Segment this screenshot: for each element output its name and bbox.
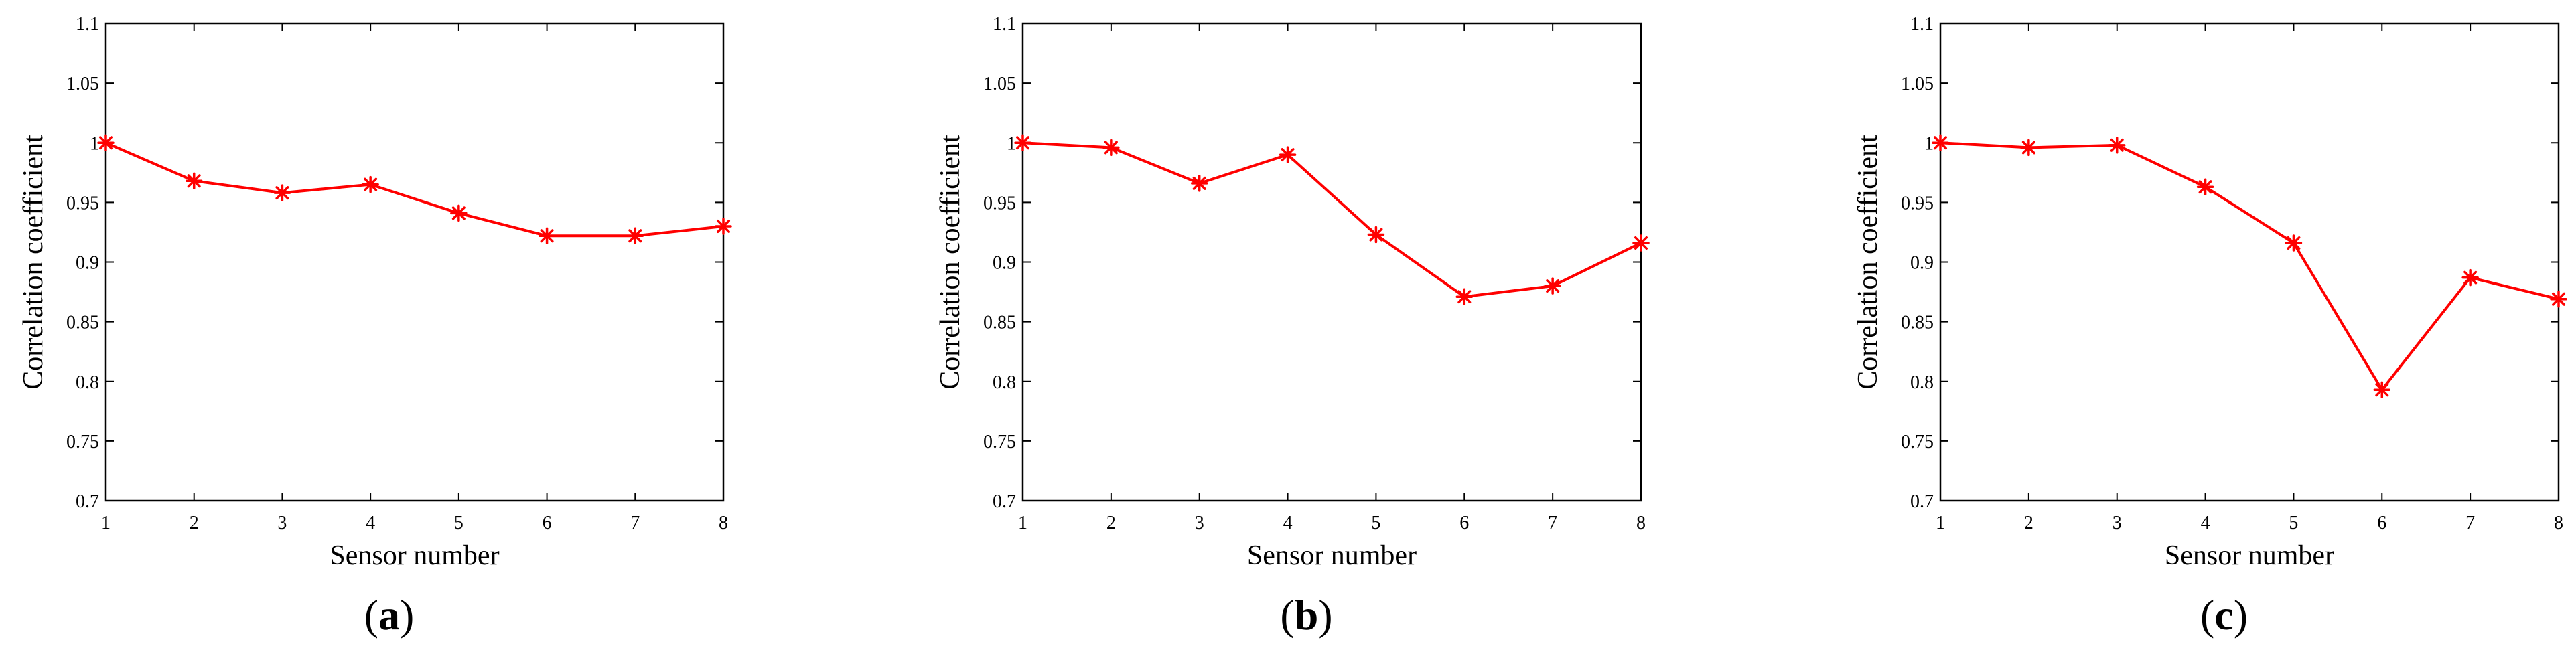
x-tick-label: 2 [190, 513, 199, 534]
panel-label: (a) [364, 591, 415, 639]
data-point-4 [2196, 178, 2214, 195]
x-axis-label: Sensor number [2165, 540, 2334, 571]
data-point-8 [2550, 291, 2567, 308]
y-tick-label: 1.1 [993, 14, 1016, 35]
series-line [1940, 141, 2559, 392]
y-tick-label: 0.95 [1901, 193, 1934, 214]
y-tick-label: 0.75 [983, 432, 1016, 453]
series-line [1022, 141, 1642, 299]
x-tick-label: 6 [2377, 513, 2386, 534]
y-tick-label: 0.75 [66, 432, 99, 453]
x-tick-label: 2 [2024, 513, 2033, 534]
y-tick-label: 0.8 [76, 372, 99, 393]
chart-panel-b: 0.7 0.75 0.8 0.85 0.9 0.95 1 1.05 1.1 1 2 3 4 5 6 7 8 Sen… [935, 14, 1650, 639]
y-tick-label: 0.85 [1901, 313, 1934, 333]
data-point-2 [2020, 139, 2037, 157]
y-tick-label: 0.85 [66, 313, 99, 333]
y-axis-label: Correlation coefficient [1853, 135, 1883, 390]
y-tick-label: 0.75 [1901, 432, 1934, 453]
x-tick-label: 6 [543, 513, 552, 534]
data-point-5 [2285, 234, 2303, 252]
x-axis-label: Sensor number [330, 540, 499, 571]
x-tick-label: 5 [454, 513, 463, 534]
data-point-8 [715, 218, 732, 235]
x-tick-label: 7 [1548, 513, 1557, 534]
x-tick-label: 5 [2289, 513, 2298, 534]
data-point-1 [97, 134, 115, 151]
data-point-4 [362, 175, 379, 193]
data-point-4 [1279, 146, 1297, 163]
y-tick-label: 1.05 [983, 74, 1016, 94]
data-point-8 [1632, 234, 1650, 252]
data-point-5 [450, 204, 468, 222]
y-tick-label: 0.85 [983, 313, 1016, 333]
y-tick-label: 0.95 [66, 193, 99, 214]
x-tick-label: 1 [1936, 513, 1945, 534]
data-point-7 [1544, 277, 1561, 295]
x-tick-label: 8 [2554, 513, 2563, 534]
plot-frame [1939, 22, 2560, 502]
x-tick-label: 1 [101, 513, 111, 534]
panel-label: (c) [2200, 591, 2248, 639]
y-tick-label: 0.95 [983, 193, 1016, 214]
data-point-3 [2108, 137, 2126, 154]
y-tick-label: 0.9 [1910, 253, 1934, 274]
x-tick-label: 6 [1459, 513, 1469, 534]
data-point-3 [273, 184, 291, 201]
y-axis-label: Correlation coefficient [935, 135, 966, 390]
y-tick-label: 1 [90, 133, 99, 154]
x-tick-label: 7 [630, 513, 640, 534]
data-point-5 [1367, 226, 1385, 244]
plot-frame [1021, 22, 1642, 502]
x-tick-label: 7 [2465, 513, 2475, 534]
plot-frame [104, 22, 725, 502]
y-tick-label: 1 [1007, 133, 1016, 154]
x-tick-label: 5 [1371, 513, 1380, 534]
x-tick-label: 4 [366, 513, 375, 534]
y-tick-label: 0.7 [76, 491, 99, 512]
y-tick-label: 1.1 [1910, 14, 1934, 35]
x-tick-label: 4 [1283, 513, 1293, 534]
x-tick-label: 3 [2113, 513, 2122, 534]
x-tick-label: 4 [2201, 513, 2210, 534]
y-tick-label: 1 [1924, 133, 1934, 154]
data-point-2 [185, 172, 203, 190]
data-point-2 [1102, 139, 1120, 157]
data-point-7 [2461, 268, 2479, 287]
series-line [105, 141, 724, 238]
chart-panel-c: 0.7 0.75 0.8 0.85 0.9 0.95 1 1.05 1.1 1 2 3 4 5 6 7 8 Sen… [1853, 14, 2567, 639]
y-tick-label: 0.8 [1910, 372, 1934, 393]
panel-label: (b) [1280, 591, 1332, 639]
x-tick-label: 1 [1018, 513, 1027, 534]
x-tick-label: 3 [277, 513, 287, 534]
y-tick-label: 0.7 [1910, 491, 1934, 512]
y-tick-label: 1.1 [76, 14, 99, 35]
data-point-3 [1190, 175, 1208, 192]
data-point-6 [538, 227, 556, 245]
y-tick-label: 1.05 [66, 74, 99, 94]
data-point-1 [1932, 134, 1949, 151]
x-axis-label: Sensor number [1247, 540, 1417, 571]
x-tick-label: 8 [719, 513, 728, 534]
x-tick-label: 3 [1195, 513, 1204, 534]
y-tick-label: 0.9 [76, 253, 99, 274]
data-point-1 [1014, 134, 1031, 151]
y-axis-label: Correlation coefficient [18, 135, 49, 390]
x-tick-label: 8 [1636, 513, 1646, 534]
x-tick-label: 2 [1106, 513, 1116, 534]
chart-panel-a: 0.7 0.75 0.8 0.85 0.9 0.95 1 1.05 1.1 1 2 3 4 5 6 7 8 Sen… [18, 14, 732, 639]
y-tick-label: 0.8 [993, 372, 1016, 393]
data-point-7 [626, 227, 644, 245]
y-tick-label: 0.9 [993, 253, 1016, 274]
y-tick-label: 1.05 [1901, 74, 1934, 94]
data-point-6 [2373, 381, 2391, 398]
data-point-6 [1455, 288, 1474, 305]
y-tick-label: 0.7 [993, 491, 1016, 512]
